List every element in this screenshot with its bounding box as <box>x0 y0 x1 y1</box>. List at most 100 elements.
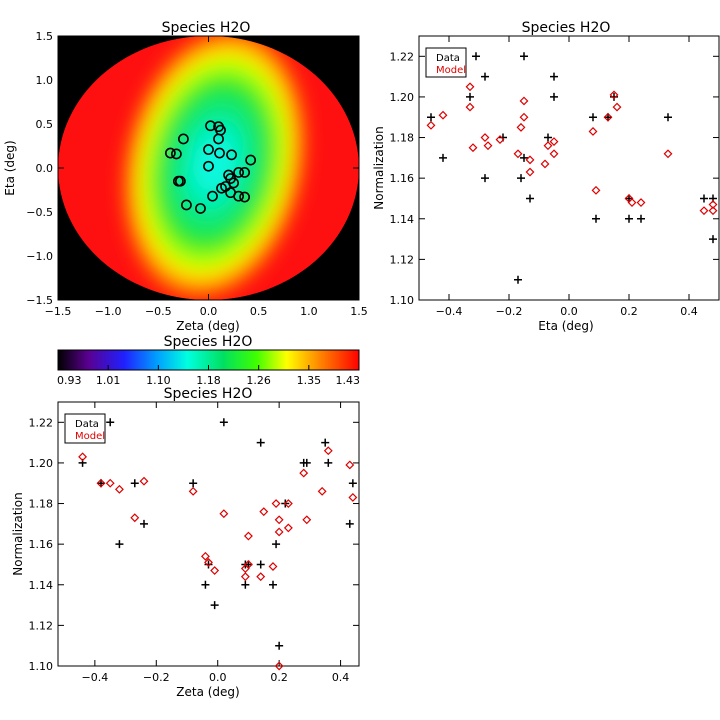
zeta-y-tick-label: 1.12 <box>29 619 54 632</box>
zeta-data-point <box>201 580 210 589</box>
colorbar-panel: Species H2O 0.93 1.01 1.10 1.18 1.26 1.35 1.43 <box>57 334 360 387</box>
eta-x-tick-label: −0.4 <box>436 305 463 318</box>
heatmap-x-tick-label: 1.5 <box>350 305 368 318</box>
zeta-data-point <box>324 458 333 467</box>
zeta-plot-frame <box>57 401 360 667</box>
heatmap-y-ticks: −1.5 −1.0 −0.5 0.0 0.5 1.0 1.5 <box>26 30 359 307</box>
eta-model-point <box>708 206 718 216</box>
eta-data-point <box>514 275 522 284</box>
eta-data-point <box>526 194 534 203</box>
fiber-marker <box>175 175 186 187</box>
heatmap-contours <box>121 36 308 300</box>
heatmap-panel: Species H2O −1.5 −1.0 −0.5 0.0 0.5 1.0 1.5 −1.… <box>3 20 368 333</box>
fiber-marker <box>245 154 257 166</box>
eta-data-point <box>664 113 672 122</box>
zeta-model-point <box>271 499 281 508</box>
zeta-model-point <box>283 499 293 508</box>
fiber-marker <box>203 160 214 172</box>
zeta-model-point <box>240 572 250 582</box>
heatmap-x-tick-label: 0.5 <box>250 305 268 318</box>
colorbar-tick-label: 1.10 <box>146 374 171 387</box>
heatmap-x-tick-label: 1.0 <box>300 305 318 318</box>
fiber-marker <box>214 147 225 159</box>
colorbar-tick-label: 1.35 <box>297 374 322 387</box>
eta-model-point <box>495 135 505 145</box>
eta-model-point <box>465 82 475 92</box>
heatmap-y-tick-label: 0.5 <box>36 118 54 131</box>
fiber-marker <box>203 144 214 155</box>
eta-model-point <box>540 159 550 169</box>
zeta-x-label: Zeta (deg) <box>176 685 239 699</box>
eta-x-tick-label: 0.0 <box>560 305 578 318</box>
eta-model-point <box>543 141 553 151</box>
zeta-data-point <box>256 560 265 569</box>
heatmap-x-tick-label: −1.0 <box>95 305 122 318</box>
colorbar-tick-label: 0.93 <box>57 374 82 387</box>
fiber-marker <box>239 191 251 203</box>
zeta-scatter-panel: Species H2O −0.4 −0.2 0.0 0.2 0.4 1.101.121.… <box>11 386 360 699</box>
zeta-y-tick-label: 1.14 <box>29 579 54 592</box>
eta-model-point <box>426 120 436 130</box>
zeta-data-point <box>140 519 148 528</box>
eta-model-point <box>519 112 529 122</box>
eta-data-points <box>426 52 718 284</box>
eta-data-point <box>709 235 717 244</box>
colorbar-ticks: 0.93 1.01 1.10 1.18 1.26 1.35 1.43 <box>57 365 360 387</box>
heatmap-x-tick-label: −0.5 <box>145 305 172 318</box>
zeta-data-point <box>269 580 277 589</box>
eta-data-point <box>520 153 528 162</box>
heatmap-title: Species H2O <box>162 20 251 36</box>
zeta-data-point <box>241 580 250 589</box>
zeta-y-tick-label: 1.10 <box>29 660 54 673</box>
zeta-data-point <box>97 479 105 488</box>
zeta-y-tick-label: 1.18 <box>29 498 54 511</box>
eta-y-ticks: 1.10 1.12 1.14 1.16 1.18 1.20 1.22 <box>390 50 719 307</box>
eta-legend-box <box>425 47 467 78</box>
eta-y-tick-label: 1.18 <box>390 132 415 145</box>
heatmap-image <box>58 36 359 300</box>
zeta-legend-box <box>64 413 106 444</box>
eta-model-point <box>627 198 637 207</box>
zeta-y-tick-label: 1.20 <box>29 457 54 470</box>
heatmap-field <box>58 36 359 300</box>
eta-y-tick-label: 1.12 <box>390 253 415 266</box>
eta-data-point <box>427 113 435 122</box>
eta-x-tick-label: −0.2 <box>496 305 523 318</box>
fiber-marker <box>233 166 244 178</box>
eta-data-point <box>439 153 447 162</box>
zeta-model-point <box>204 557 213 567</box>
heatmap-y-tick-label: 1.0 <box>36 74 54 87</box>
zeta-model-point <box>96 478 106 488</box>
heatmap-x-tick-label: −1.5 <box>45 305 72 318</box>
zeta-model-point <box>188 486 198 496</box>
eta-model-point <box>519 96 529 106</box>
zeta-model-point <box>105 478 115 488</box>
eta-data-point <box>610 92 618 101</box>
heatmap-x-ticks: −1.5 −1.0 −0.5 0.0 0.5 1.0 1.5 <box>45 36 368 318</box>
zeta-model-point <box>299 468 309 478</box>
fiber-marker <box>226 149 237 161</box>
eta-y-tick-label: 1.10 <box>390 294 415 307</box>
eta-y-label: Normalization <box>372 126 386 209</box>
eta-data-point <box>520 52 528 61</box>
eta-legend-model: Model <box>436 65 466 76</box>
fiber-markers <box>164 120 257 214</box>
eta-y-tick-label: 1.22 <box>390 50 415 63</box>
zeta-data-point <box>272 540 281 549</box>
eta-data-point <box>625 214 633 223</box>
zeta-x-tick-label: 0.4 <box>332 671 350 684</box>
eta-model-point <box>525 167 535 177</box>
zeta-data-point <box>345 519 354 528</box>
zeta-legend-model: Model <box>75 431 105 442</box>
fiber-marker <box>207 190 218 202</box>
eta-model-point <box>513 149 523 159</box>
zeta-data-point <box>106 418 115 427</box>
zeta-model-point <box>210 566 220 576</box>
zeta-plot-title: Species H2O <box>164 386 253 402</box>
eta-data-point <box>472 52 480 61</box>
eta-legend-data: Data <box>436 53 460 64</box>
eta-model-point <box>549 149 559 159</box>
eta-x-ticks: −0.4 −0.2 0.0 0.2 0.4 <box>436 36 698 318</box>
zeta-model-point <box>274 515 284 525</box>
zeta-x-tick-label: 0.2 <box>270 671 288 684</box>
